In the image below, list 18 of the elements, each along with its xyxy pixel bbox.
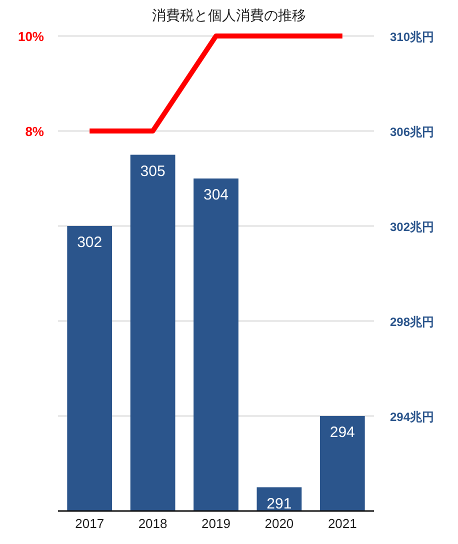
y2-tick-label: 294兆円	[390, 410, 434, 424]
data-label: 305	[140, 162, 166, 180]
y2-tick-label: 306兆円	[390, 125, 434, 139]
data-label: 294	[330, 424, 355, 441]
y2-tick-label: 298兆円	[390, 315, 434, 329]
x-tick-label: 2020	[264, 516, 294, 531]
data-label: 304	[203, 186, 229, 204]
x-tick-label: 2018	[138, 516, 168, 531]
data-label: 291	[266, 495, 292, 512]
y2-tick-label: 302兆円	[390, 220, 434, 234]
y-tick-label: 10%	[18, 29, 44, 44]
x-tick-label: 2021	[328, 516, 357, 531]
x-tick-label: 2017	[75, 516, 104, 531]
x-tick-label: 2019	[202, 516, 230, 531]
y-tick-label: 8%	[25, 124, 44, 139]
chart-title: 消費税と個人消費の推移	[152, 7, 306, 23]
y2-tick-label: 310兆円	[390, 30, 434, 44]
data-label: 302	[77, 234, 102, 251]
